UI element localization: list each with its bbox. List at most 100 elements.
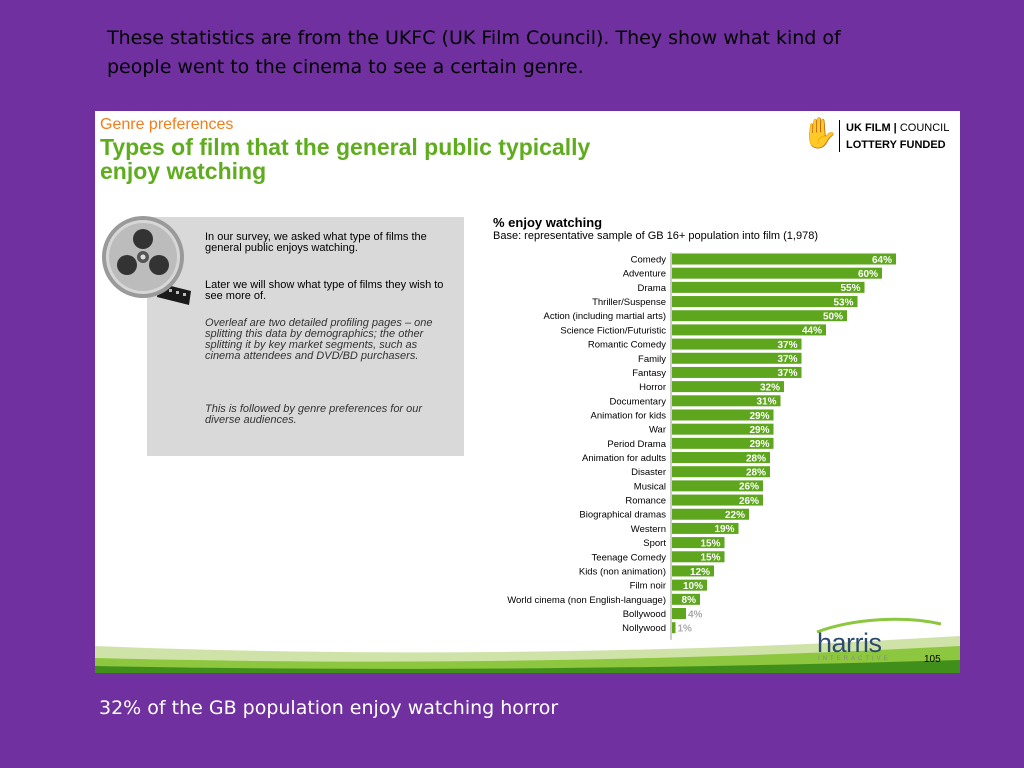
category-label: Comedy <box>631 255 667 266</box>
value-label: 8% <box>682 595 697 606</box>
value-label: 44% <box>802 326 822 337</box>
bar <box>672 310 847 322</box>
value-label: 60% <box>858 269 878 280</box>
chart-subtitle: Base: representative sample of GB 16+ po… <box>493 230 818 242</box>
value-label: 10% <box>683 581 703 592</box>
bar <box>672 537 725 549</box>
category-label: Western <box>631 524 666 535</box>
value-label: 37% <box>777 368 797 379</box>
bar <box>672 452 770 464</box>
harris-logo: harris <box>817 628 882 658</box>
bar <box>672 395 781 407</box>
bar <box>672 352 802 364</box>
slide-title: Types of film that the general public ty… <box>100 134 591 184</box>
value-label: 28% <box>746 468 766 479</box>
logo-divider <box>839 120 840 152</box>
value-label: 19% <box>714 524 734 535</box>
value-label: 12% <box>690 567 710 578</box>
box-text-3: Overleaf are two detailed profiling page… <box>205 317 433 362</box>
box-text-1: In our survey, we asked what type of fil… <box>205 231 427 254</box>
category-label: Bollywood <box>623 609 666 620</box>
value-label: 29% <box>749 425 769 436</box>
category-label: Biographical dramas <box>579 510 666 521</box>
chart-title: % enjoy watching <box>493 215 603 230</box>
category-label: Period Drama <box>607 439 666 450</box>
category-label: Teenage Comedy <box>592 552 667 563</box>
value-label: 26% <box>739 496 759 507</box>
ukfc-logo: ✋ UK FILM | COUNCIL LOTTERY FUNDED <box>801 116 960 156</box>
bar <box>672 508 749 520</box>
box-text-2: Later we will show what type of films th… <box>205 279 444 302</box>
harris-swoosh-icon <box>816 617 942 634</box>
value-label: 29% <box>749 411 769 422</box>
value-label: 15% <box>700 538 720 549</box>
category-label: War <box>649 425 666 436</box>
category-label: Disaster <box>631 467 666 478</box>
category-label: Adventure <box>623 269 666 280</box>
bar <box>672 565 714 577</box>
value-label: 29% <box>749 439 769 450</box>
intro-text: These statistics are from the UKFC (UK F… <box>107 27 841 78</box>
bar <box>672 551 725 563</box>
bar <box>672 338 802 350</box>
bar <box>672 409 774 421</box>
category-label: Kids (non animation) <box>579 566 666 577</box>
box-text-4: This is followed by genre preferences fo… <box>205 403 423 426</box>
bar <box>672 281 865 293</box>
value-label: 4% <box>688 609 703 620</box>
category-label: Drama <box>637 283 666 294</box>
bar <box>672 608 686 619</box>
bar <box>672 622 676 634</box>
category-label: World cinema (non English-language) <box>507 595 666 606</box>
chart-header: % enjoy watching Base: representative sa… <box>493 215 818 242</box>
bar <box>672 437 774 449</box>
bar <box>672 366 802 378</box>
bar <box>672 466 770 478</box>
category-label: Romance <box>625 496 666 507</box>
value-label: 31% <box>756 397 776 408</box>
category-label: Documentary <box>610 396 667 407</box>
category-label: Sport <box>643 538 666 549</box>
category-label: Film noir <box>630 581 666 592</box>
category-label: Thriller/Suspense <box>592 297 666 308</box>
value-label: 26% <box>739 482 759 493</box>
category-label: Family <box>638 354 666 365</box>
category-label: Fantasy <box>632 368 666 379</box>
category-label: Animation for kids <box>590 410 666 421</box>
category-label: Animation for adults <box>582 453 666 464</box>
lottery-crest-icon: ✋ <box>801 117 839 150</box>
bar <box>672 423 774 435</box>
value-label: 37% <box>777 354 797 365</box>
bar <box>672 480 763 492</box>
genre-bar-chart: Comedy 64% Adventure 60% Drama 55% Thriller/Su… <box>507 252 896 640</box>
slide-kicker: Genre preferences <box>100 116 234 133</box>
harris-logo-sub: INTERACTIVE <box>818 656 891 662</box>
value-label: 64% <box>872 255 892 266</box>
category-label: Horror <box>639 382 666 393</box>
category-label: Action (including martial arts) <box>544 311 667 322</box>
footer-swoosh <box>95 636 960 673</box>
value-label: 53% <box>833 297 853 308</box>
bar <box>672 522 739 534</box>
category-label: Science Fiction/Futuristic <box>560 325 666 336</box>
bar <box>672 381 784 393</box>
logo-line2: LOTTERY FUNDED <box>846 139 946 151</box>
category-label: Musical <box>634 481 666 492</box>
bar <box>672 267 882 279</box>
film-reel-icon <box>102 216 191 305</box>
caption: 32% of the GB population enjoy watching … <box>99 697 559 719</box>
value-label: 37% <box>777 340 797 351</box>
bar <box>672 253 896 265</box>
value-label: 50% <box>823 312 843 323</box>
bar <box>672 579 707 591</box>
bar <box>672 296 858 308</box>
bar <box>672 593 700 605</box>
category-label: Nollywood <box>622 623 666 634</box>
survey-info-box <box>147 217 464 456</box>
value-label: 22% <box>725 510 745 521</box>
value-label: 32% <box>760 382 780 393</box>
value-label: 55% <box>840 283 860 294</box>
value-label: 1% <box>678 623 693 634</box>
value-label: 15% <box>700 553 720 564</box>
page-number: 105 <box>924 654 941 665</box>
